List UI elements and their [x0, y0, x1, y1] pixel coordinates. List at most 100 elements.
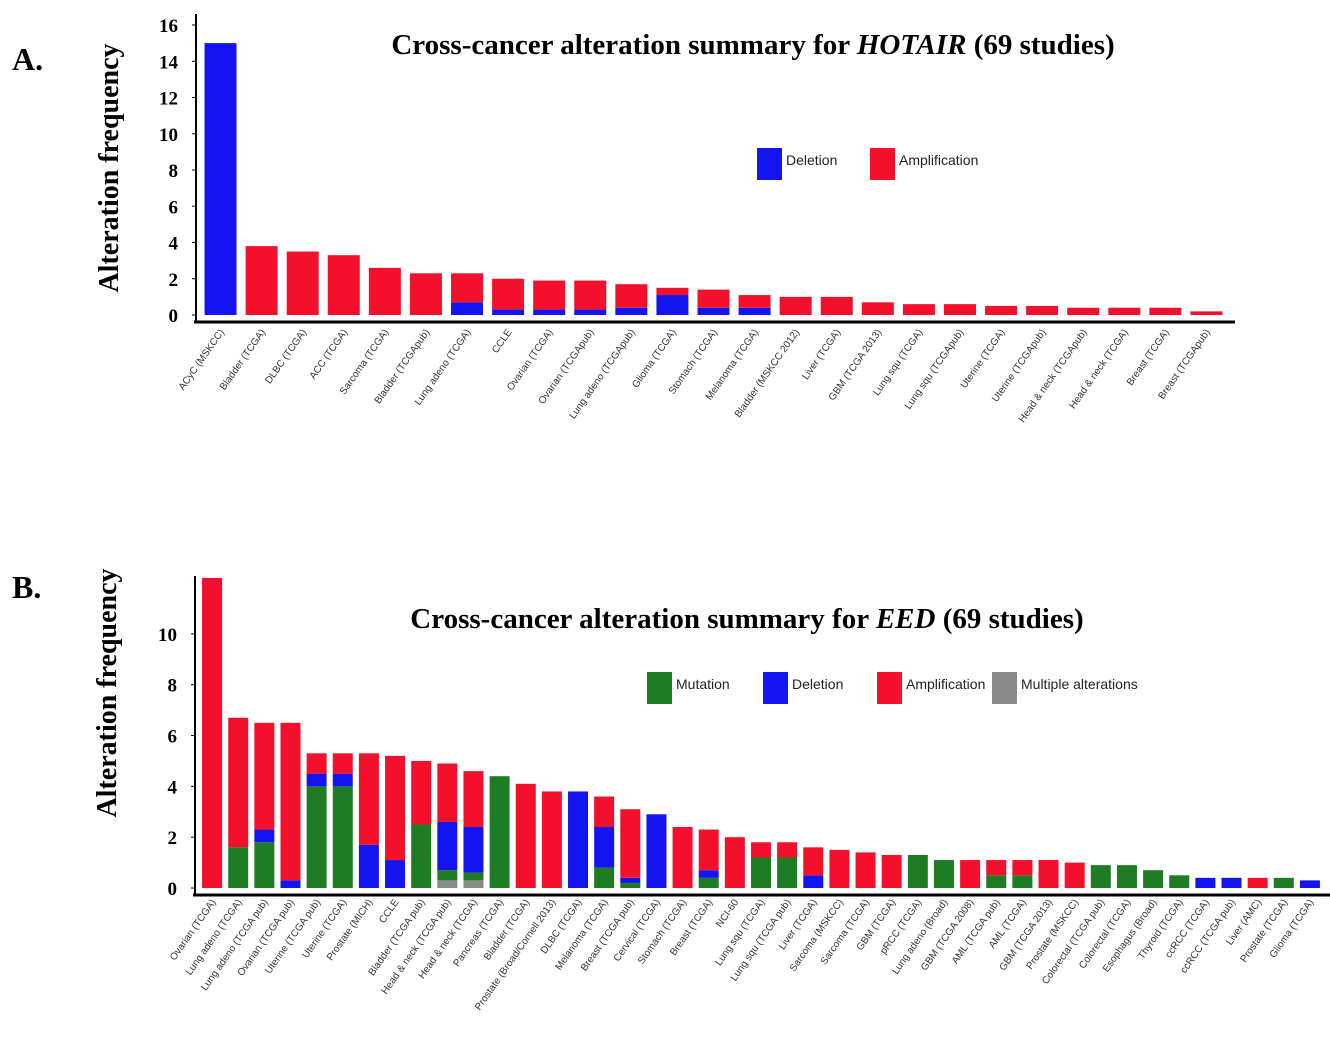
- bar-segment: [306, 753, 327, 774]
- x-tick-label: Bladder (TCGA): [218, 327, 268, 392]
- bar-segment: [803, 847, 824, 876]
- bar-segment: [985, 305, 1018, 315]
- bar-segment: [738, 295, 771, 308]
- bar-segment: [574, 309, 607, 315]
- bar-segment: [751, 842, 771, 858]
- bar-segment: [411, 824, 432, 888]
- bar-segment: [1273, 877, 1294, 888]
- chart-panel: A. Cross-cancer alteration summary for HO…: [12, 14, 1235, 425]
- bar-segment: [568, 791, 589, 888]
- title-part: EED: [875, 603, 936, 635]
- y-tick-label: 2: [168, 828, 178, 849]
- title-part: (69 studies): [935, 603, 1083, 635]
- y-tick-label: 4: [168, 777, 178, 798]
- chart-title: Cross-cancer alteration summary for EED …: [410, 603, 1083, 635]
- bar-segment: [358, 844, 379, 888]
- x-tick-label: ACC (TCGA): [308, 327, 350, 381]
- bar-segment: [986, 860, 1007, 876]
- x-tick-label: Glioma (TCGA): [630, 327, 679, 390]
- bar-segment: [306, 786, 327, 888]
- title-part: HOTAIR: [856, 29, 967, 61]
- bar-segment: [1247, 877, 1268, 888]
- y-tick-label: 2: [169, 270, 179, 291]
- legend-swatch: [757, 148, 782, 180]
- bar-segment: [1116, 865, 1137, 888]
- bar-segment: [724, 837, 745, 888]
- y-tick-label: 10: [158, 625, 177, 646]
- bar-segment: [437, 763, 458, 822]
- bar-segment: [533, 280, 566, 310]
- bar-segment: [437, 880, 458, 888]
- bar-segment: [1169, 875, 1190, 888]
- bar-segment: [254, 722, 275, 830]
- bar-segment: [960, 860, 981, 888]
- bar-segment: [1149, 307, 1182, 315]
- legend-swatch: [877, 672, 902, 704]
- bar-segment: [368, 267, 401, 315]
- bar-segment: [656, 295, 689, 315]
- bar-segment: [620, 877, 641, 883]
- bar-segment: [777, 842, 798, 858]
- y-tick-label: 14: [159, 52, 179, 73]
- bar-segment: [620, 882, 641, 888]
- y-tick-label: 10: [159, 125, 178, 146]
- bar-segment: [933, 860, 954, 888]
- bar-segment: [280, 722, 301, 881]
- bar-segment: [451, 273, 484, 303]
- bar-segment: [358, 753, 379, 845]
- bar-segment: [620, 809, 641, 878]
- chart-title: Cross-cancer alteration summary for HOTA…: [391, 29, 1114, 61]
- x-tick-label: Head & neck (TCGApub): [1017, 327, 1090, 424]
- bar-segment: [829, 849, 850, 888]
- legend-label: Amplification: [906, 676, 985, 692]
- bar-segment: [1221, 877, 1242, 888]
- bar-segment: [437, 821, 458, 871]
- x-tick-label: Cervical (TCGA): [612, 897, 663, 963]
- bar-segment: [463, 771, 484, 828]
- bar-segment: [332, 773, 353, 787]
- bar-segment: [615, 307, 648, 315]
- x-tick-label: Prostate (TCGA): [1239, 897, 1291, 964]
- x-tick-label: Breast (TCGA): [1125, 327, 1172, 387]
- chart-panel: B. Cross-cancer alteration summary for EE…: [12, 568, 1330, 1013]
- y-tick-label: 16: [159, 16, 178, 37]
- legend-swatch: [763, 672, 788, 704]
- bar-segment: [986, 875, 1007, 888]
- bar-segment: [943, 304, 976, 315]
- legend-label: Deletion: [786, 152, 837, 168]
- legend-label: Mutation: [676, 676, 730, 692]
- bar-segment: [286, 251, 319, 315]
- bar-segment: [463, 880, 484, 888]
- title-part: Cross-cancer alteration summary for: [391, 29, 857, 61]
- bar-segment: [1038, 860, 1059, 888]
- x-tick-label: CCLE: [377, 897, 402, 925]
- bar-segment: [594, 867, 615, 888]
- legend-label: Amplification: [899, 152, 978, 168]
- bar-segment: [489, 776, 510, 888]
- bar-segment: [1195, 877, 1216, 888]
- bar-segment: [202, 578, 223, 888]
- bar-segment: [861, 302, 894, 315]
- bar-segment: [1067, 307, 1100, 315]
- bar-segment: [327, 255, 360, 315]
- bar-segment: [515, 783, 536, 888]
- y-tick-label: 8: [168, 676, 178, 697]
- bar-segment: [463, 872, 484, 881]
- x-tick-label: NCI-60: [714, 897, 741, 930]
- bar-segment: [228, 717, 249, 848]
- bar-segment: [574, 280, 607, 310]
- bar-segment: [672, 827, 693, 888]
- bar-segment: [698, 870, 719, 878]
- bar-segment: [1143, 870, 1164, 888]
- bar-segment: [820, 296, 853, 315]
- bar-segment: [594, 827, 615, 868]
- x-tick-label: CCLE: [490, 327, 515, 355]
- legend-swatch: [870, 148, 895, 180]
- bar-segment: [697, 289, 730, 308]
- bar-segment: [332, 786, 353, 888]
- x-tick-label: Ovarian (TCGA): [168, 897, 218, 962]
- bar-segment: [594, 796, 615, 828]
- bar-segment: [332, 753, 353, 774]
- bar-segment: [463, 827, 484, 873]
- bar-segment: [738, 307, 771, 315]
